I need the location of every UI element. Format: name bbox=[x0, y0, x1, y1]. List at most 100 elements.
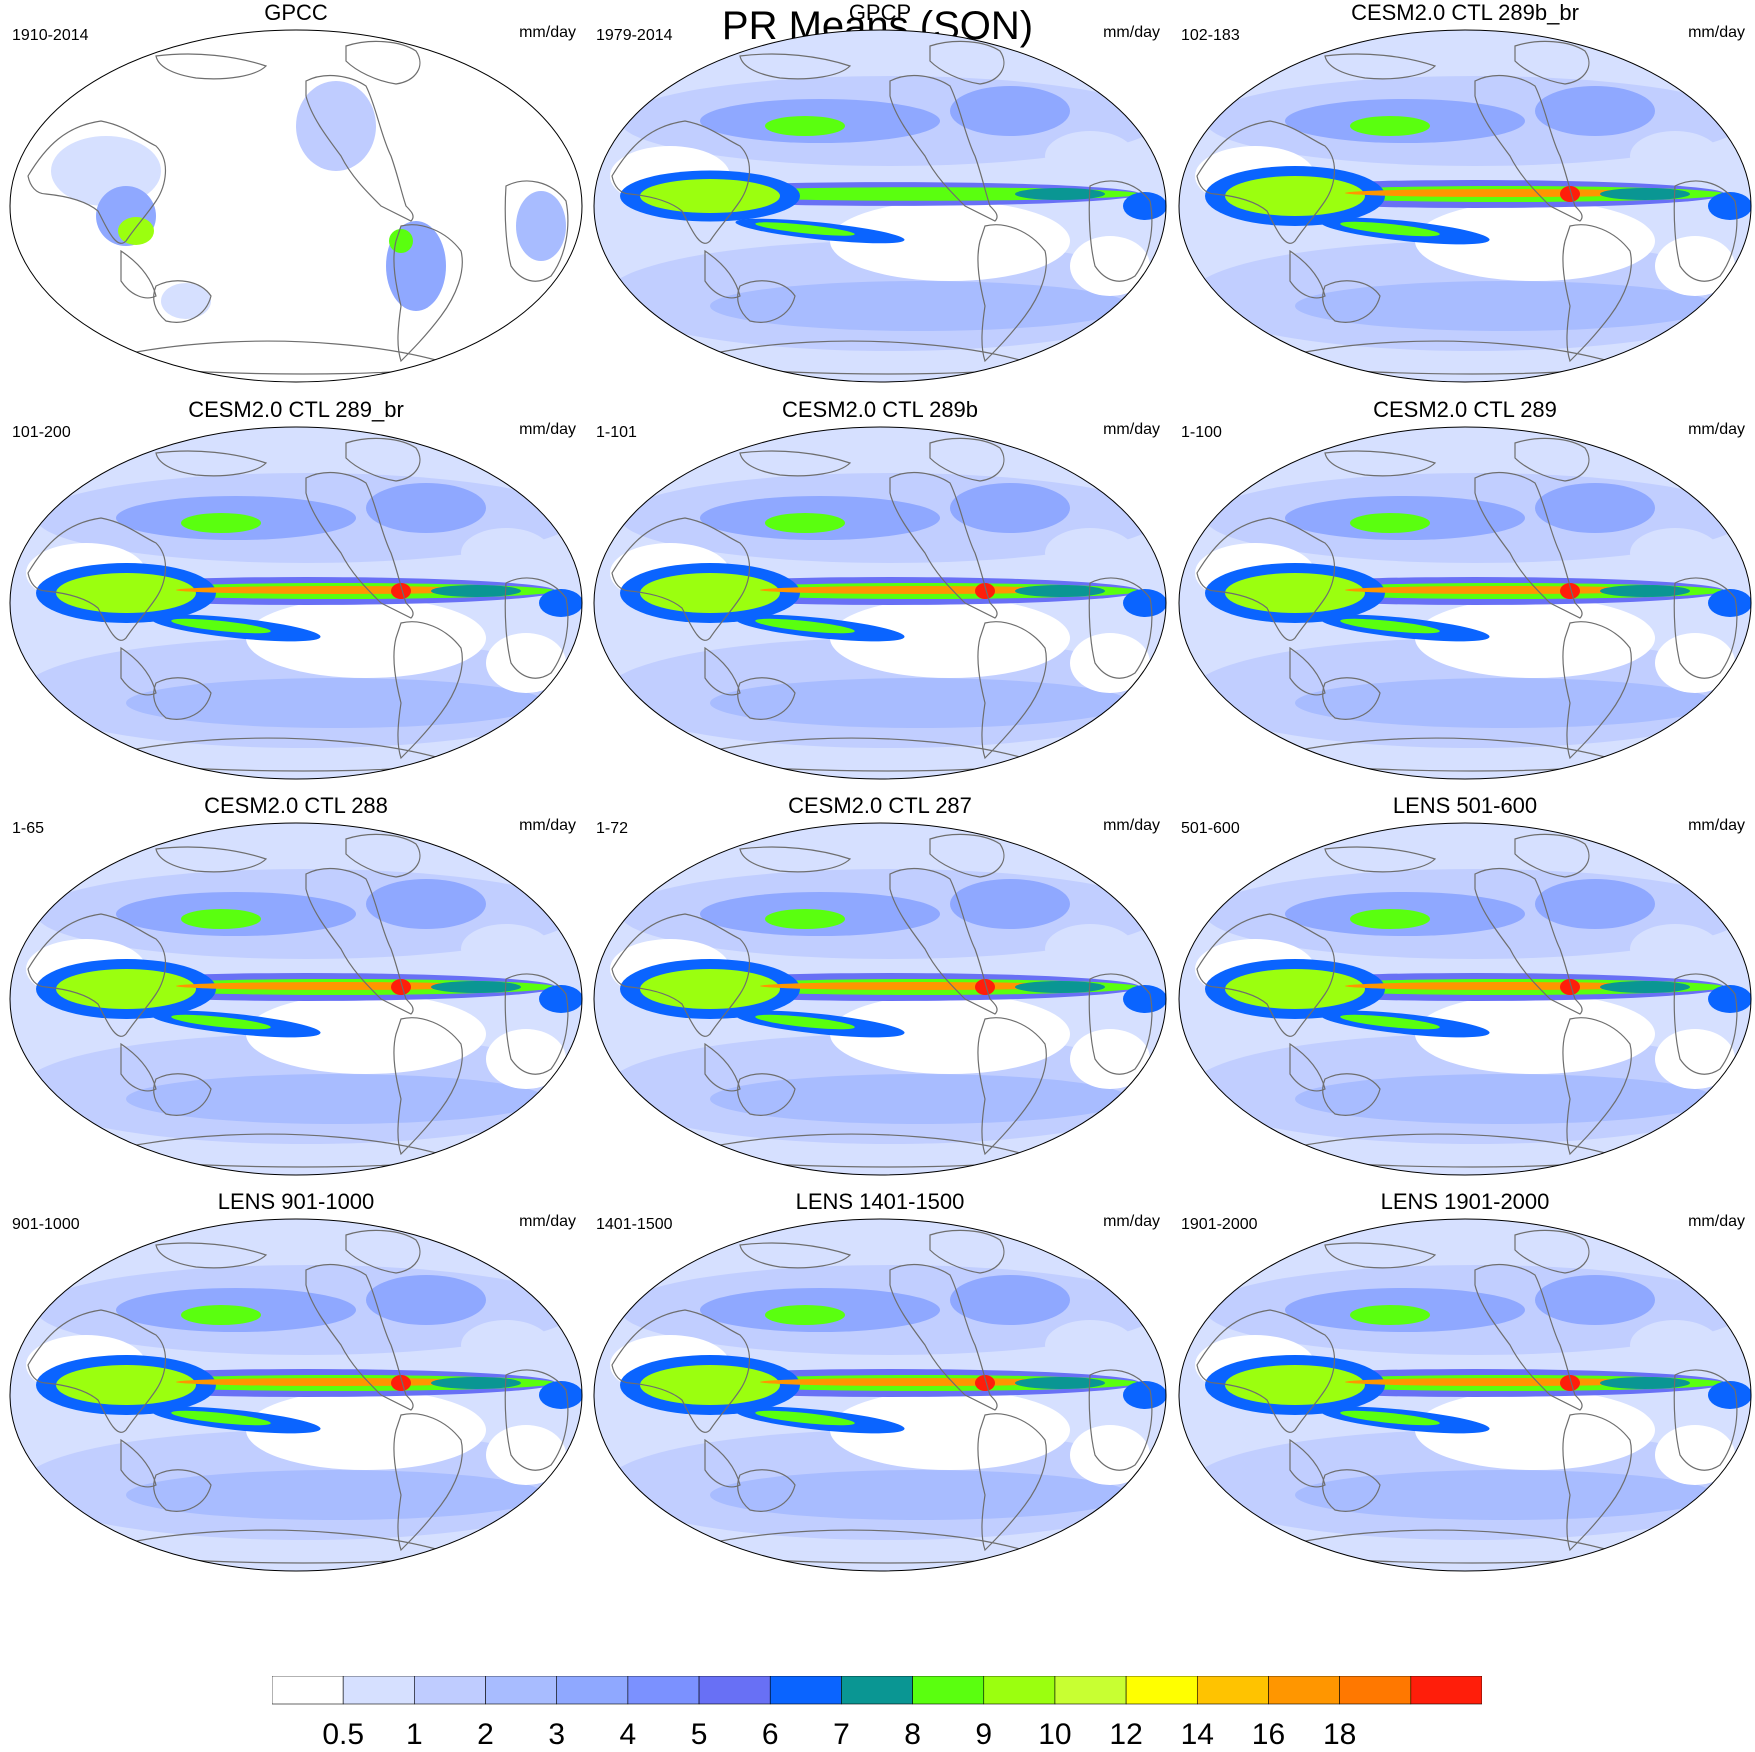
map-border bbox=[9, 1218, 583, 1572]
panel-units: mm/day bbox=[519, 421, 576, 438]
coastline bbox=[155, 53, 268, 80]
coastline bbox=[1562, 1017, 1632, 1156]
coastline bbox=[977, 224, 1047, 363]
map-border bbox=[9, 29, 583, 383]
colorbar-swatch bbox=[983, 1676, 1056, 1705]
map-panel: CESM2.0 CTL 289_br 101-200 mm/day bbox=[6, 397, 586, 792]
coastline bbox=[1514, 40, 1590, 85]
coastline bbox=[929, 40, 1005, 85]
map-panel: LENS 501-600 501-600 mm/day bbox=[1175, 793, 1755, 1188]
colorbar-swatch bbox=[342, 1676, 415, 1705]
precipitation-map bbox=[9, 426, 583, 780]
coastline bbox=[305, 1264, 414, 1411]
coastline bbox=[977, 1413, 1047, 1552]
coastline bbox=[153, 1469, 212, 1512]
precipitation-map bbox=[1178, 1218, 1752, 1572]
colorbar-tick-label: 14 bbox=[1180, 1718, 1214, 1751]
coastline bbox=[153, 280, 212, 323]
coastline bbox=[704, 1438, 741, 1488]
precipitation-map bbox=[1178, 822, 1752, 1176]
colorbar-tick-label: 18 bbox=[1322, 1718, 1357, 1751]
coastline bbox=[929, 833, 1005, 878]
panel-period: 1910-2014 bbox=[12, 27, 89, 44]
precipitation-map bbox=[593, 426, 1167, 780]
coastline bbox=[155, 1242, 268, 1269]
coastline bbox=[1562, 621, 1632, 760]
coastline bbox=[153, 1073, 212, 1116]
coastline bbox=[704, 646, 741, 696]
coastline bbox=[27, 120, 167, 244]
coastline bbox=[889, 75, 998, 222]
panel-period: 1979-2014 bbox=[596, 27, 673, 44]
colorbar-swatch bbox=[414, 1676, 486, 1705]
map-panel: CESM2.0 CTL 288 1-65 mm/day bbox=[6, 793, 586, 1188]
coastline bbox=[1088, 973, 1153, 1075]
panel-units: mm/day bbox=[519, 817, 576, 834]
colorbar-swatch bbox=[272, 1676, 344, 1705]
map-border bbox=[1178, 822, 1752, 1176]
colorbar-tick-label: 1 bbox=[406, 1718, 423, 1751]
panel-period: 1-100 bbox=[1181, 424, 1222, 441]
coastline bbox=[739, 1242, 852, 1269]
panel-title: LENS 501-600 bbox=[1392, 793, 1538, 818]
panel-units: mm/day bbox=[1103, 24, 1160, 41]
colorbar-swatch bbox=[1125, 1676, 1198, 1705]
panel-title: LENS 1901-2000 bbox=[1380, 1189, 1550, 1214]
coastline bbox=[393, 1017, 463, 1156]
coastline bbox=[1088, 1369, 1153, 1471]
coastline bbox=[1673, 180, 1738, 282]
colorbar-swatch bbox=[698, 1676, 771, 1705]
panel-title: CESM2.0 CTL 289b_br bbox=[1351, 0, 1579, 25]
coastline bbox=[737, 1073, 796, 1116]
panel-title: GPCC bbox=[264, 0, 328, 25]
coastline bbox=[345, 40, 421, 85]
colorbar-swatch bbox=[1196, 1676, 1269, 1705]
colorbar-swatch bbox=[1054, 1676, 1127, 1705]
panel-units: mm/day bbox=[1103, 1213, 1160, 1230]
coastline bbox=[889, 472, 998, 619]
panel-title: GPCP bbox=[848, 0, 912, 25]
precipitation-map bbox=[593, 822, 1167, 1176]
panel-units: mm/day bbox=[1103, 817, 1160, 834]
coastline bbox=[1196, 517, 1336, 641]
coastline bbox=[889, 868, 998, 1015]
panel-units: mm/day bbox=[1688, 817, 1745, 834]
coastline bbox=[305, 75, 414, 222]
coastline bbox=[929, 1229, 1005, 1274]
colorbar-swatch bbox=[485, 1676, 558, 1705]
colorbar-tick-label: 8 bbox=[904, 1718, 921, 1751]
map-panel: CESM2.0 CTL 289 1-100 mm/day bbox=[1175, 397, 1755, 792]
panel-period: 1901-2000 bbox=[1181, 1216, 1258, 1233]
colorbar-tick-label: 2 bbox=[477, 1718, 494, 1751]
panel-period: 102-183 bbox=[1181, 27, 1240, 44]
map-panel: GPCC 1910-2014 mm/day bbox=[6, 0, 586, 395]
map-border bbox=[593, 822, 1167, 1176]
map-panel: LENS 1901-2000 1901-2000 mm/day bbox=[1175, 1189, 1755, 1584]
colorbar-swatch bbox=[1339, 1676, 1412, 1705]
panel-title: LENS 1401-1500 bbox=[795, 1189, 965, 1214]
panel-title: CESM2.0 CTL 289_br bbox=[188, 397, 404, 422]
colorbar bbox=[272, 1676, 1482, 1705]
coastline bbox=[1289, 249, 1326, 299]
coastline bbox=[120, 249, 157, 299]
coastline bbox=[1289, 1042, 1326, 1092]
colorbar-tick-label: 7 bbox=[833, 1718, 850, 1751]
coastline bbox=[345, 833, 421, 878]
coastline bbox=[739, 53, 852, 80]
coastline bbox=[1196, 913, 1336, 1037]
coastline bbox=[1324, 53, 1437, 80]
colorbar-tick-label: 16 bbox=[1251, 1718, 1286, 1751]
coastline bbox=[155, 450, 268, 477]
precipitation-map bbox=[593, 1218, 1167, 1572]
colorbar-tick-label: 6 bbox=[761, 1718, 779, 1751]
panel-period: 1-72 bbox=[596, 820, 629, 837]
precipitation-map bbox=[1178, 29, 1752, 383]
coastline bbox=[504, 1369, 569, 1471]
map-panel: CESM2.0 CTL 289b_br 102-183 mm/day bbox=[1175, 0, 1755, 395]
coastline bbox=[739, 450, 852, 477]
panel-units: mm/day bbox=[519, 24, 576, 41]
coastline bbox=[120, 1438, 157, 1488]
coastline bbox=[1562, 1413, 1632, 1552]
map-border bbox=[9, 426, 583, 780]
coastline bbox=[1324, 1242, 1437, 1269]
